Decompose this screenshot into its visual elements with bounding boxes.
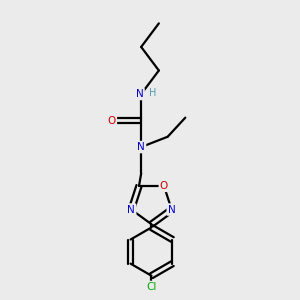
Text: N: N: [137, 142, 145, 152]
Text: N: N: [128, 205, 135, 214]
Text: N: N: [136, 89, 144, 99]
Text: N: N: [168, 205, 176, 214]
Text: H: H: [149, 88, 156, 98]
Text: O: O: [160, 181, 168, 191]
Text: O: O: [108, 116, 116, 126]
Text: Cl: Cl: [146, 282, 157, 292]
